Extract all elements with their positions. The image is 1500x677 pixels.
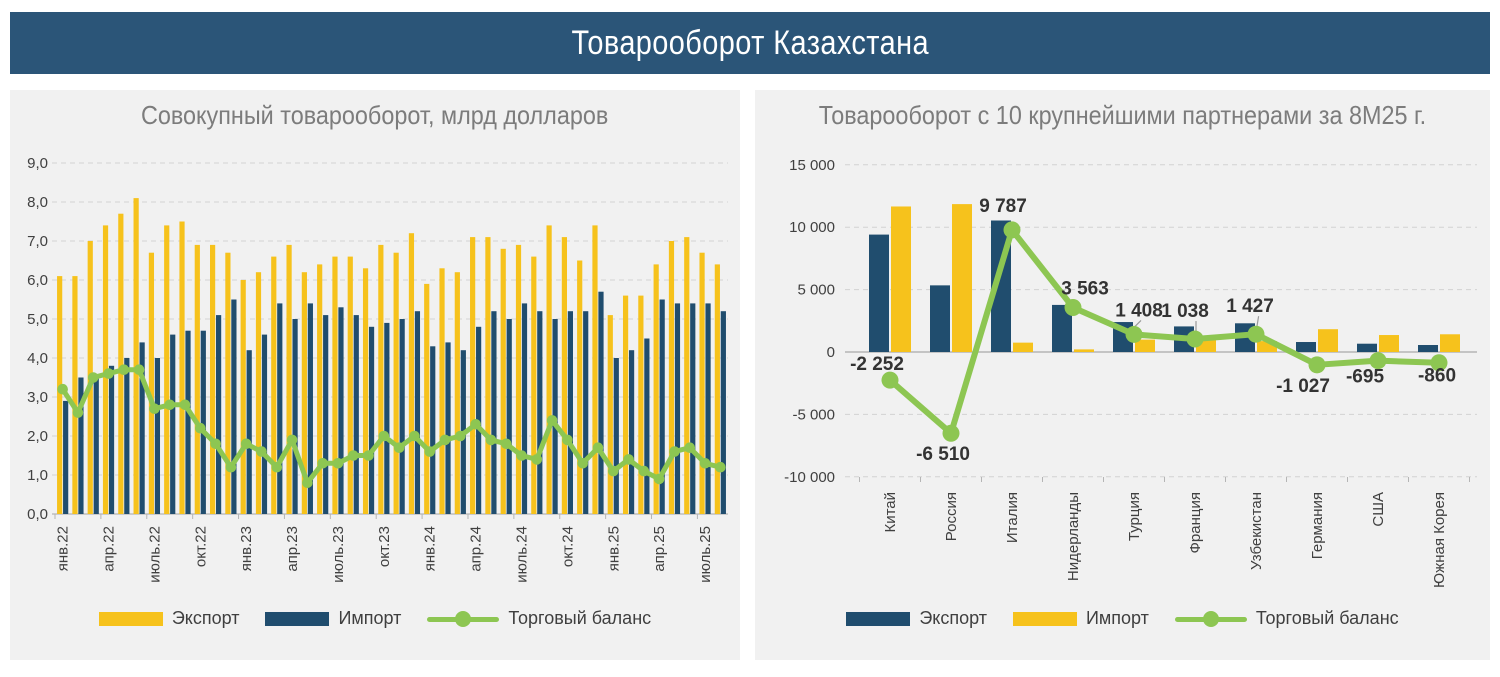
legend-import: Импорт xyxy=(1012,608,1149,629)
svg-text:окт.23: окт.23 xyxy=(376,526,393,567)
svg-text:-6 510: -6 510 xyxy=(916,444,970,465)
svg-text:-695: -695 xyxy=(1346,367,1384,388)
svg-text:1 038: 1 038 xyxy=(1161,301,1209,322)
svg-text:-5 000: -5 000 xyxy=(792,406,835,423)
svg-text:0,0: 0,0 xyxy=(27,506,48,523)
svg-text:апр.24: апр.24 xyxy=(468,526,485,572)
svg-text:6,0: 6,0 xyxy=(27,272,48,289)
left-chart-title: Совокупный товарооборот, млрд долларов xyxy=(141,99,609,130)
svg-text:Турция: Турция xyxy=(1126,492,1143,541)
svg-text:9 787: 9 787 xyxy=(979,196,1027,217)
left-chart-legend: Экспорт Импорт Торговый баланс xyxy=(10,608,740,629)
right-chart-title: Товарооборот с 10 крупнейшими партнерами… xyxy=(818,99,1427,130)
svg-text:апр.22: апр.22 xyxy=(101,526,118,572)
right-chart-legend: Экспорт Импорт Торговый баланс xyxy=(755,608,1490,629)
svg-text:-1 027: -1 027 xyxy=(1276,376,1330,397)
svg-text:Нидерланды: Нидерланды xyxy=(1065,492,1082,581)
legend-balance: Торговый баланс xyxy=(1174,608,1399,629)
svg-text:Китай: Китай xyxy=(882,492,899,533)
svg-text:окт.24: окт.24 xyxy=(559,526,576,567)
svg-text:янв.24: янв.24 xyxy=(422,526,439,571)
import-swatch-icon xyxy=(1012,611,1077,626)
page-header: Товарооборот Казахстана xyxy=(10,12,1490,74)
legend-balance-label: Торговый баланс xyxy=(508,608,652,628)
legend-export-label: Экспорт xyxy=(171,608,240,628)
svg-text:янв.25: янв.25 xyxy=(605,526,622,571)
balance-line-swatch-icon xyxy=(1174,610,1247,628)
svg-text:5 000: 5 000 xyxy=(797,282,835,299)
balance-line-swatch-icon xyxy=(427,610,500,628)
svg-text:1,0: 1,0 xyxy=(27,467,48,484)
legend-balance-label: Торговый баланс xyxy=(1255,608,1399,628)
svg-text:1 427: 1 427 xyxy=(1226,296,1274,317)
svg-text:-10 000: -10 000 xyxy=(784,469,835,486)
legend-import-label: Импорт xyxy=(1085,608,1149,628)
svg-text:июль.23: июль.23 xyxy=(330,526,347,583)
svg-text:июль.25: июль.25 xyxy=(697,526,714,583)
svg-text:1 408: 1 408 xyxy=(1115,300,1163,321)
svg-text:Франция: Франция xyxy=(1187,492,1204,553)
svg-text:Южная Корея: Южная Корея xyxy=(1431,492,1448,588)
svg-text:9,0: 9,0 xyxy=(27,155,48,172)
svg-text:7,0: 7,0 xyxy=(27,233,48,250)
import-swatch-icon xyxy=(265,611,330,626)
svg-text:-860: -860 xyxy=(1418,366,1456,387)
legend-balance: Торговый баланс xyxy=(427,608,651,629)
svg-text:Россия: Россия xyxy=(943,492,960,541)
total-turnover-panel: Совокупный товарооборот, млрд долларов 0… xyxy=(10,90,740,660)
partners-turnover-panel: Товарооборот с 10 крупнейшими партнерами… xyxy=(755,90,1490,660)
page-title: Товарооборот Казахстана xyxy=(571,23,929,62)
svg-text:янв.22: янв.22 xyxy=(55,526,72,571)
svg-text:15 000: 15 000 xyxy=(789,157,835,174)
svg-text:4,0: 4,0 xyxy=(27,350,48,367)
total-turnover-chart: 0,0 1,0 2,0 3,0 4,0 5,0 6,0 7,0 8,0 9,0 янв.22 апр.… xyxy=(27,155,728,583)
svg-text:окт.22: окт.22 xyxy=(192,526,209,567)
svg-text:апр.23: апр.23 xyxy=(284,526,301,572)
svg-text:3,0: 3,0 xyxy=(27,389,48,406)
export-swatch-icon xyxy=(98,611,163,626)
svg-text:апр.25: апр.25 xyxy=(651,526,668,572)
svg-text:июль.22: июль.22 xyxy=(146,526,163,583)
svg-text:8,0: 8,0 xyxy=(27,194,48,211)
legend-import: Импорт xyxy=(265,608,401,629)
svg-text:10 000: 10 000 xyxy=(789,219,835,236)
svg-text:5,0: 5,0 xyxy=(27,311,48,328)
svg-text:-2 252: -2 252 xyxy=(850,354,904,375)
svg-text:3 563: 3 563 xyxy=(1061,279,1109,300)
legend-export: Экспорт xyxy=(98,608,240,629)
svg-text:США: США xyxy=(1370,492,1387,527)
partners-turnover-chart: 15 000 10 000 5 000 0 -5 000 -10 000 Китай Росс… xyxy=(784,157,1477,588)
svg-text:Германия: Германия xyxy=(1309,492,1326,559)
svg-text:июль.24: июль.24 xyxy=(514,526,531,583)
export-swatch-icon xyxy=(846,611,911,626)
svg-text:Узбекистан: Узбекистан xyxy=(1248,492,1265,570)
svg-text:2,0: 2,0 xyxy=(27,428,48,445)
svg-text:Италия: Италия xyxy=(1004,492,1021,543)
legend-import-label: Импорт xyxy=(338,608,402,628)
legend-export: Экспорт xyxy=(846,608,987,629)
legend-export-label: Экспорт xyxy=(919,608,987,628)
svg-text:0: 0 xyxy=(827,344,835,361)
svg-text:янв.23: янв.23 xyxy=(238,526,255,571)
